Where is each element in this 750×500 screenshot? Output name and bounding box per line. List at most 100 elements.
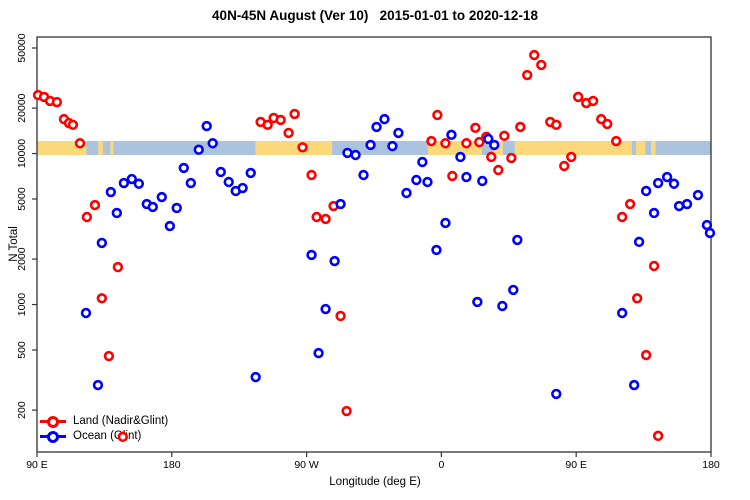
y-tick-label: 10000: [16, 139, 28, 168]
data-point-ocean: [306, 249, 317, 261]
ocean-series-marker-icon: [40, 430, 66, 443]
data-point-land: [470, 122, 481, 134]
data-point-land: [631, 293, 643, 304]
data-point-ocean: [80, 307, 92, 319]
data-point-ocean: [483, 133, 494, 145]
data-point-land: [335, 310, 346, 322]
data-point-ocean: [472, 296, 483, 308]
data-point-ocean: [393, 127, 404, 139]
legend-label-land: Land (Nadir&Glint): [73, 415, 169, 427]
data-point-land: [306, 169, 317, 181]
data-point-land: [610, 135, 622, 147]
data-point-land: [566, 151, 577, 163]
data-point-land: [67, 119, 79, 131]
data-point-ocean: [358, 169, 369, 181]
data-point-ocean: [628, 379, 640, 391]
data-point-ocean: [461, 171, 472, 183]
x-tick-label: 180: [702, 459, 720, 471]
data-point-ocean: [147, 201, 158, 213]
data-point-land: [551, 119, 562, 131]
data-point-ocean: [201, 120, 212, 132]
y-tick-label: 20000: [16, 93, 28, 122]
data-point-ocean: [342, 147, 353, 159]
data-point-ocean: [313, 347, 324, 359]
latitude-band-ocean-segment: [113, 141, 256, 155]
data-point-land: [536, 59, 547, 71]
latitude-band-land-segment: [110, 141, 114, 155]
data-point-ocean: [508, 284, 519, 296]
data-point-ocean: [237, 182, 248, 194]
data-point-ocean: [118, 177, 130, 189]
data-point-ocean: [105, 186, 117, 198]
data-point-land: [426, 135, 437, 147]
data-point-land: [341, 405, 352, 417]
latitude-band-land-segment: [37, 141, 87, 155]
y-tick-label: 500: [16, 341, 28, 359]
data-point-land: [432, 109, 443, 121]
latitude-band-land-segment: [255, 141, 333, 155]
data-point-land: [117, 431, 129, 443]
data-point-land: [493, 164, 504, 176]
data-point-ocean: [350, 149, 361, 161]
data-point-ocean: [245, 167, 256, 179]
latitude-band-ocean-segment: [645, 141, 652, 155]
land-series-marker-icon: [40, 415, 66, 428]
data-point-ocean: [489, 139, 500, 151]
data-point-ocean: [497, 300, 508, 312]
data-point-land: [89, 199, 101, 211]
data-point-ocean: [633, 236, 645, 248]
latitude-band-ocean-segment: [102, 141, 111, 155]
latitude-band-land-segment: [636, 141, 646, 155]
data-point-ocean: [692, 189, 704, 201]
latitude-band-land-segment: [514, 141, 632, 155]
data-point-land: [103, 350, 115, 362]
plot-box: [36, 36, 712, 453]
data-point-land: [74, 138, 86, 149]
data-point-land: [616, 211, 628, 223]
legend-item-land: Land (Nadir&Glint): [40, 414, 168, 429]
x-tick-label: 90 E: [26, 459, 48, 471]
data-point-ocean: [417, 156, 428, 168]
x-axis-label: Longitude (deg E): [329, 476, 421, 488]
data-point-ocean: [512, 234, 523, 246]
x-tick-label: 0: [438, 459, 444, 471]
data-point-land: [499, 130, 510, 142]
chart-title: 40N-45N August (Ver 10) 2015-01-01 to 20…: [212, 8, 538, 23]
x-tick-label: 180: [163, 459, 181, 471]
data-point-ocean: [133, 178, 145, 189]
x-tick-label: 90 W: [294, 459, 319, 471]
data-point-ocean: [178, 162, 189, 174]
data-point-land: [648, 260, 660, 272]
data-point-ocean: [652, 177, 664, 189]
data-point-ocean: [171, 202, 182, 214]
data-point-ocean: [335, 198, 346, 210]
data-point-ocean: [640, 185, 652, 197]
y-tick-label: 50000: [16, 33, 28, 62]
data-point-ocean: [111, 207, 123, 219]
data-point-land: [447, 170, 458, 182]
data-point-ocean: [551, 388, 562, 400]
latitude-band-ocean-segment: [502, 141, 515, 155]
latitude-band-ocean-segment: [655, 141, 711, 155]
data-point-land: [112, 261, 124, 273]
data-point-land: [587, 95, 599, 107]
data-point-ocean: [329, 255, 340, 267]
data-point-ocean: [673, 200, 685, 212]
x-tick-label: 90 E: [565, 459, 587, 471]
data-point-ocean: [365, 139, 376, 151]
data-point-land: [320, 213, 331, 225]
data-point-land: [572, 91, 584, 103]
data-point-land: [440, 138, 451, 149]
y-tick-label: 200: [16, 401, 28, 419]
data-point-ocean: [411, 174, 422, 186]
data-point-ocean: [401, 187, 412, 199]
data-point-ocean: [164, 220, 176, 232]
data-point-land: [522, 69, 533, 81]
data-point-land: [51, 96, 63, 108]
data-point-ocean: [446, 129, 457, 141]
data-point-ocean: [616, 307, 628, 319]
y-tick-label: 5000: [16, 187, 28, 211]
data-point-land: [559, 160, 570, 172]
data-point-ocean: [704, 227, 716, 239]
